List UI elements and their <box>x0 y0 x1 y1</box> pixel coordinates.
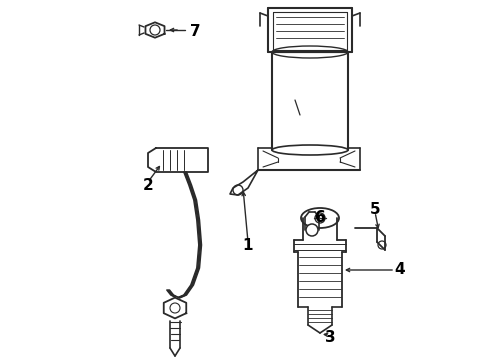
Polygon shape <box>164 298 186 318</box>
Circle shape <box>315 213 325 223</box>
Text: 7: 7 <box>190 24 200 40</box>
Text: 4: 4 <box>394 262 405 278</box>
Text: 1: 1 <box>243 238 253 252</box>
Ellipse shape <box>272 145 348 155</box>
Polygon shape <box>148 148 208 172</box>
Text: 2: 2 <box>143 177 153 193</box>
Text: 6: 6 <box>315 211 325 225</box>
Ellipse shape <box>301 208 339 228</box>
Text: 5: 5 <box>369 202 380 217</box>
Text: 3: 3 <box>325 330 335 346</box>
Circle shape <box>306 224 318 236</box>
